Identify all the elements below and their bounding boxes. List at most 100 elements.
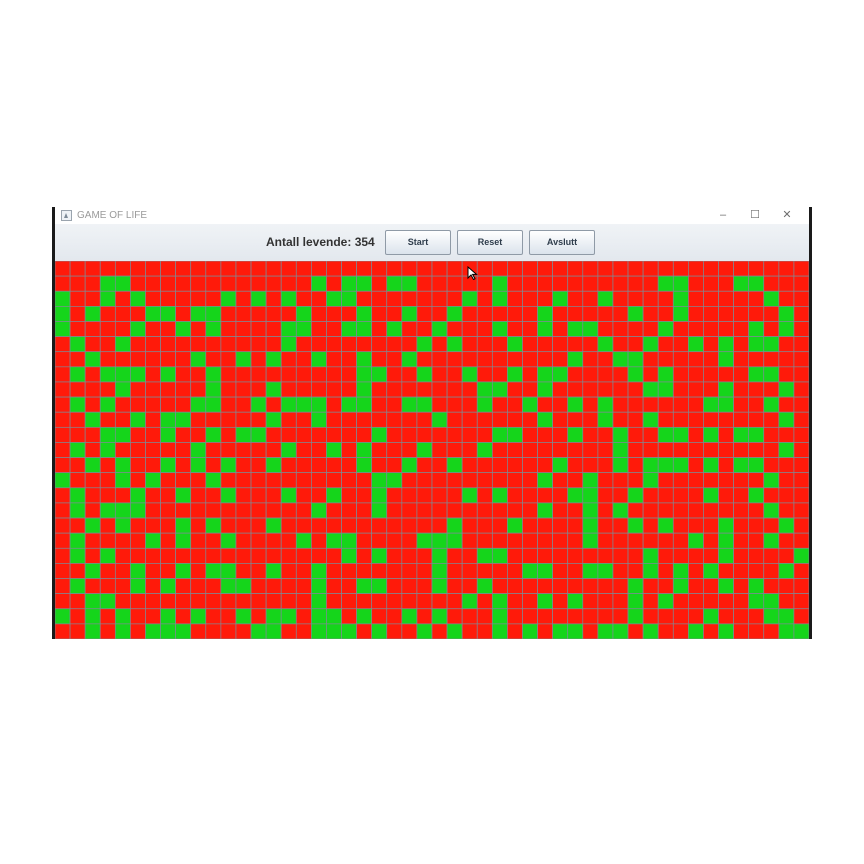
dead-cell[interactable]: [688, 261, 704, 277]
dead-cell[interactable]: [431, 336, 448, 353]
dead-cell[interactable]: [55, 442, 71, 458]
dead-cell[interactable]: [793, 411, 809, 428]
dead-cell[interactable]: [688, 608, 704, 625]
alive-cell[interactable]: [612, 442, 629, 458]
dead-cell[interactable]: [763, 351, 780, 368]
dead-cell[interactable]: [431, 442, 448, 458]
alive-cell[interactable]: [627, 487, 644, 504]
alive-cell[interactable]: [627, 578, 644, 594]
dead-cell[interactable]: [672, 321, 689, 337]
dead-cell[interactable]: [476, 336, 493, 353]
dead-cell[interactable]: [326, 351, 342, 368]
dead-cell[interactable]: [793, 578, 809, 594]
dead-cell[interactable]: [793, 426, 809, 443]
alive-cell[interactable]: [160, 306, 176, 322]
alive-cell[interactable]: [130, 411, 146, 428]
alive-cell[interactable]: [55, 321, 71, 337]
alive-cell[interactable]: [748, 487, 765, 504]
maximize-icon[interactable]: ☐: [750, 209, 760, 221]
dead-cell[interactable]: [642, 487, 659, 504]
dead-cell[interactable]: [341, 351, 357, 368]
dead-cell[interactable]: [190, 261, 207, 277]
dead-cell[interactable]: [190, 411, 207, 428]
dead-cell[interactable]: [567, 547, 584, 564]
dead-cell[interactable]: [507, 593, 523, 610]
dead-cell[interactable]: [295, 578, 312, 594]
dead-cell[interactable]: [371, 396, 388, 413]
dead-cell[interactable]: [175, 336, 192, 353]
dead-cell[interactable]: [205, 275, 222, 292]
dead-cell[interactable]: [145, 290, 161, 307]
dead-cell[interactable]: [356, 502, 373, 519]
dead-cell[interactable]: [537, 578, 553, 594]
alive-cell[interactable]: [597, 411, 614, 428]
dead-cell[interactable]: [205, 547, 222, 564]
dead-cell[interactable]: [371, 442, 388, 458]
alive-cell[interactable]: [130, 563, 146, 579]
dead-cell[interactable]: [145, 426, 161, 443]
dead-cell[interactable]: [446, 426, 463, 443]
alive-cell[interactable]: [205, 426, 222, 443]
dead-cell[interactable]: [175, 306, 192, 322]
dead-cell[interactable]: [386, 290, 403, 307]
dead-cell[interactable]: [582, 336, 599, 353]
dead-cell[interactable]: [295, 472, 312, 489]
dead-cell[interactable]: [55, 532, 71, 549]
dead-cell[interactable]: [99, 472, 116, 489]
alive-cell[interactable]: [612, 457, 629, 474]
alive-cell[interactable]: [431, 608, 448, 625]
dead-cell[interactable]: [778, 502, 795, 519]
dead-cell[interactable]: [612, 381, 629, 398]
dead-cell[interactable]: [220, 366, 237, 383]
dead-cell[interactable]: [793, 442, 809, 458]
dead-cell[interactable]: [235, 532, 252, 549]
dead-cell[interactable]: [642, 502, 659, 519]
alive-cell[interactable]: [401, 275, 418, 292]
dead-cell[interactable]: [235, 502, 252, 519]
dead-cell[interactable]: [220, 321, 237, 337]
dead-cell[interactable]: [476, 275, 493, 292]
dead-cell[interactable]: [597, 608, 614, 625]
dead-cell[interactable]: [507, 547, 523, 564]
alive-cell[interactable]: [612, 426, 629, 443]
dead-cell[interactable]: [476, 623, 493, 639]
dead-cell[interactable]: [114, 442, 131, 458]
dead-cell[interactable]: [763, 306, 780, 322]
dead-cell[interactable]: [84, 261, 101, 277]
dead-cell[interactable]: [386, 396, 403, 413]
dead-cell[interactable]: [733, 290, 750, 307]
alive-cell[interactable]: [446, 306, 463, 322]
alive-cell[interactable]: [145, 472, 161, 489]
dead-cell[interactable]: [130, 351, 146, 368]
alive-cell[interactable]: [356, 442, 373, 458]
dead-cell[interactable]: [703, 321, 719, 337]
dead-cell[interactable]: [612, 517, 629, 534]
dead-cell[interactable]: [612, 578, 629, 594]
dead-cell[interactable]: [55, 563, 71, 579]
dead-cell[interactable]: [341, 411, 357, 428]
dead-cell[interactable]: [416, 411, 433, 428]
dead-cell[interactable]: [356, 411, 373, 428]
alive-cell[interactable]: [205, 381, 222, 398]
dead-cell[interactable]: [145, 517, 161, 534]
dead-cell[interactable]: [235, 411, 252, 428]
alive-cell[interactable]: [55, 306, 71, 322]
dead-cell[interactable]: [657, 290, 674, 307]
dead-cell[interactable]: [612, 472, 629, 489]
dead-cell[interactable]: [205, 442, 222, 458]
dead-cell[interactable]: [416, 547, 433, 564]
dead-cell[interactable]: [371, 517, 388, 534]
dead-cell[interactable]: [431, 593, 448, 610]
dead-cell[interactable]: [748, 290, 765, 307]
dead-cell[interactable]: [205, 623, 222, 639]
dead-cell[interactable]: [326, 261, 342, 277]
dead-cell[interactable]: [160, 275, 176, 292]
dead-cell[interactable]: [295, 487, 312, 504]
alive-cell[interactable]: [642, 457, 659, 474]
dead-cell[interactable]: [793, 608, 809, 625]
dead-cell[interactable]: [552, 336, 569, 353]
alive-cell[interactable]: [84, 593, 101, 610]
dead-cell[interactable]: [446, 366, 463, 383]
dead-cell[interactable]: [371, 351, 388, 368]
dead-cell[interactable]: [793, 351, 809, 368]
